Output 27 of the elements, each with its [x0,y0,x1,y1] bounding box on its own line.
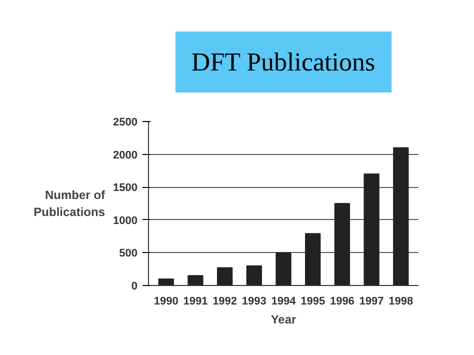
bar [334,203,350,286]
y-tick-label: 2500 [113,116,138,128]
bar [276,252,292,286]
bar [246,265,262,286]
x-tick-label: 1997 [359,296,384,308]
x-tick-label: 1996 [330,296,354,308]
bar [188,275,204,286]
y-axis-title: Number of Publications [34,188,106,219]
bar [158,278,174,286]
x-tick-label: 1998 [388,296,414,308]
x-tick-label: 1992 [212,296,238,308]
x-tick-label: 1990 [154,296,178,308]
x-tick-label: 1994 [271,296,297,308]
bar [393,147,409,286]
x-axis-title: Year [270,312,297,326]
bar [216,267,233,286]
y-tick-label: 500 [119,248,138,260]
y-tick-label: 0 [131,280,138,292]
y-tick-label: 2000 [113,149,138,162]
bar [364,173,380,286]
x-tick-label: 1991 [183,296,208,308]
x-tick-label: 1993 [242,296,266,308]
bar [305,233,321,286]
y-tick-label: 1000 [113,214,138,227]
y-tick-label: 1500 [113,182,138,194]
x-tick-label: 1995 [300,296,326,308]
chart-title: DFT Publications [191,48,376,76]
